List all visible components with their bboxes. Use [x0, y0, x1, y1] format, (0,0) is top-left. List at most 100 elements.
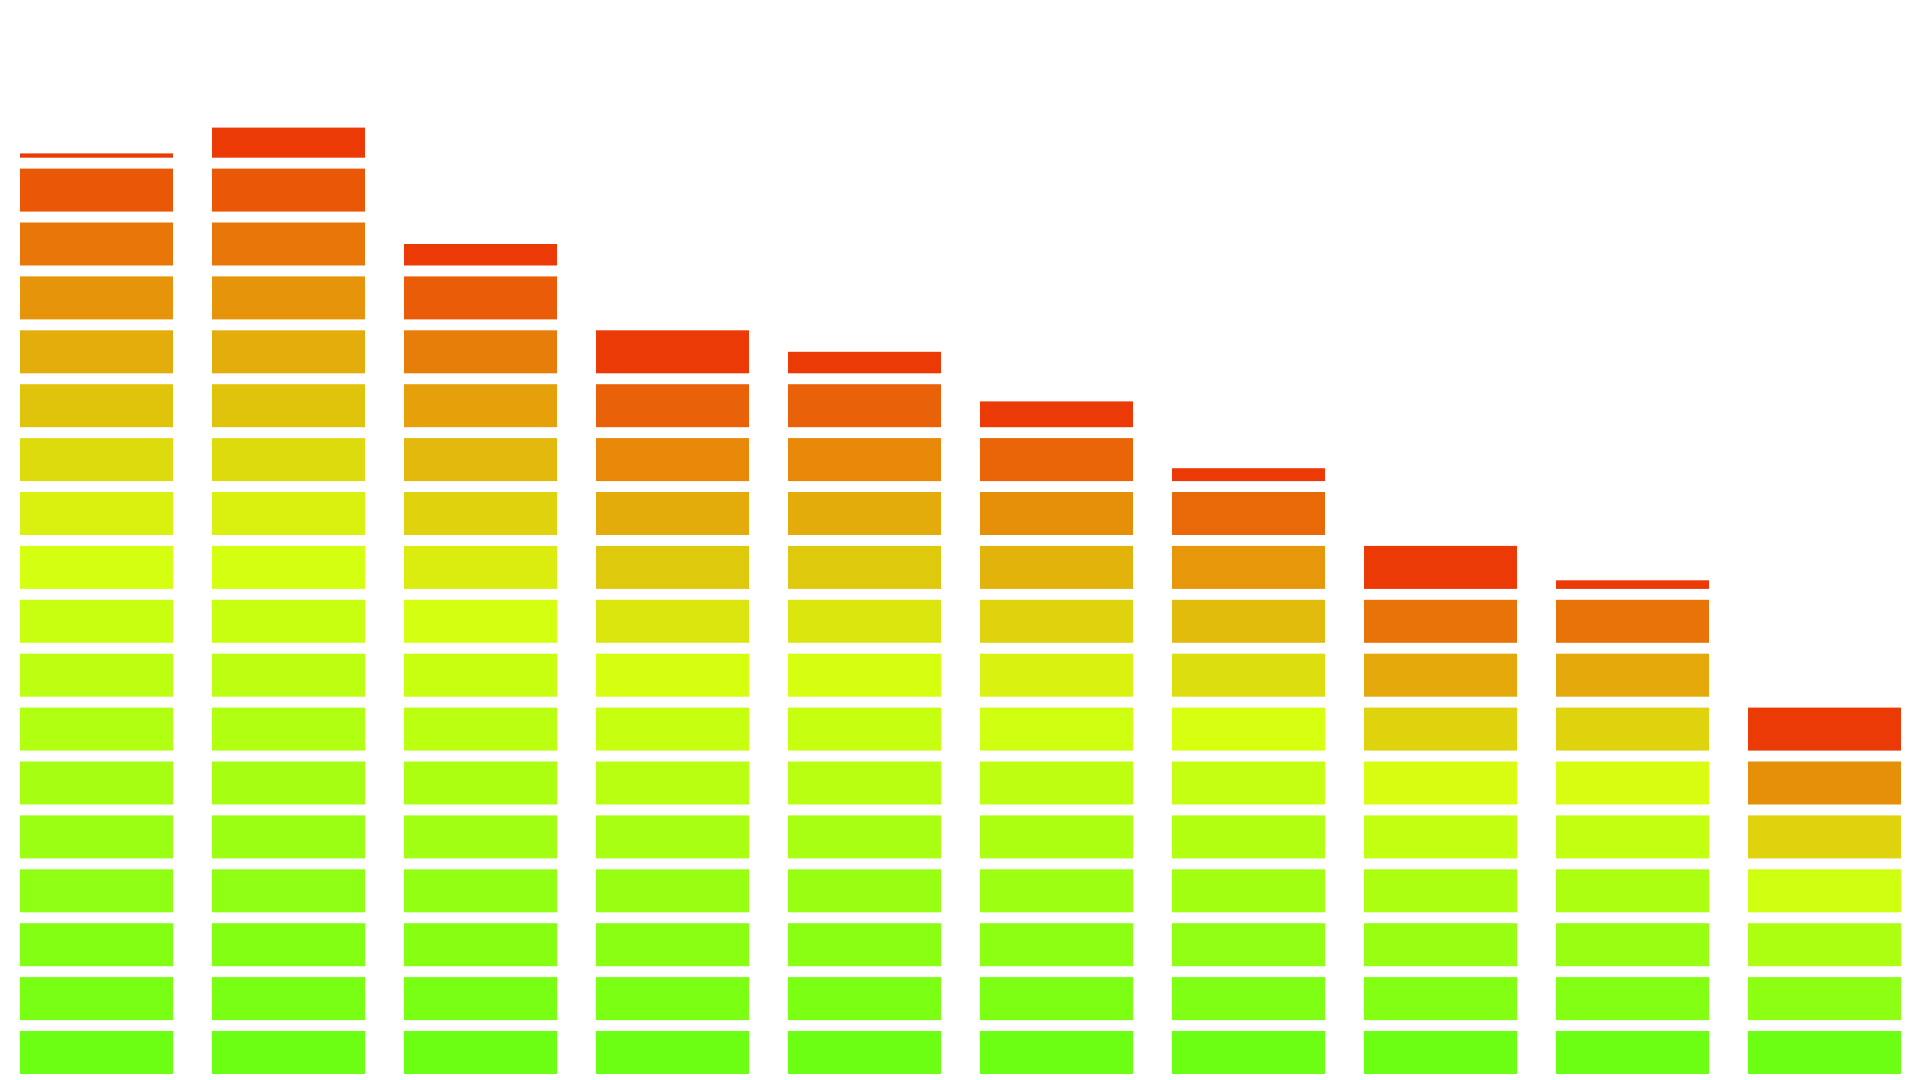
bar-segment [1748, 1031, 1901, 1074]
bar-segment [788, 653, 941, 697]
bar-segment [20, 869, 173, 913]
bar-segment [1172, 468, 1325, 482]
bar-segment [404, 761, 557, 805]
bar-segment [20, 168, 173, 212]
bar-segment [1172, 707, 1325, 751]
bar-segment [212, 977, 365, 1021]
bar-segment [212, 384, 365, 428]
bar-segment [1556, 761, 1709, 805]
bar-segment [404, 545, 557, 589]
bar-segment [788, 351, 941, 374]
bar-segment [20, 276, 173, 320]
bar-segment [212, 222, 365, 266]
bar-segment [980, 599, 1133, 643]
bar-segment [1748, 869, 1901, 913]
bar-segment [404, 276, 557, 320]
bar-segment [788, 1031, 941, 1074]
bar-segment [1172, 977, 1325, 1021]
bar-segment [20, 707, 173, 751]
bar-segment [212, 599, 365, 643]
bar-segment [1556, 580, 1709, 589]
bar-segment [212, 869, 365, 913]
bar-segment [212, 127, 365, 158]
bar-segment [20, 653, 173, 697]
bar-segment [1364, 599, 1517, 643]
bar-segment [20, 545, 173, 589]
bar-segment [788, 599, 941, 643]
bar-segment [212, 653, 365, 697]
bar-segment [980, 923, 1133, 967]
bar-segment [1172, 1031, 1325, 1074]
bar-segment [1748, 815, 1901, 859]
bar-segment [1556, 653, 1709, 697]
bar-segment [788, 977, 941, 1021]
bar-segment [212, 168, 365, 212]
bar-segment [1556, 707, 1709, 751]
bar-segment [20, 384, 173, 428]
bar-segment [1364, 923, 1517, 967]
bar [404, 244, 557, 1074]
bar-segment [596, 438, 749, 482]
bar-segment [596, 707, 749, 751]
bar-segment [404, 815, 557, 859]
bar-segment [1556, 1031, 1709, 1074]
bar-segment [596, 977, 749, 1021]
bar-segment [212, 438, 365, 482]
bar-segment [1556, 923, 1709, 967]
bar-segment [1172, 545, 1325, 589]
bar-segment [980, 869, 1133, 913]
bar-segment [404, 492, 557, 535]
bar-segment [788, 707, 941, 751]
bar-segment [212, 545, 365, 589]
bar-segment [1748, 761, 1901, 805]
bar-segment [596, 923, 749, 967]
bar-segment [404, 977, 557, 1021]
bar-segment [1172, 492, 1325, 535]
bar-segment [1364, 545, 1517, 589]
bar-segment [1172, 653, 1325, 697]
bar-segment [1364, 653, 1517, 697]
bar-segment [20, 330, 173, 374]
bar [980, 401, 1133, 1074]
bar-segment [404, 869, 557, 913]
bar-segment [1556, 869, 1709, 913]
bar-segment [212, 707, 365, 751]
bar-segment [212, 923, 365, 967]
bar-segment [212, 761, 365, 805]
bar-segment [980, 401, 1133, 428]
bar-segment [404, 923, 557, 967]
bar-segment [596, 599, 749, 643]
bar [20, 153, 173, 1074]
bar-segment [596, 653, 749, 697]
bar-segment [788, 923, 941, 967]
bar [212, 127, 365, 1074]
bar-segment [1172, 815, 1325, 859]
bar [1172, 468, 1325, 1074]
bar-segment [404, 438, 557, 482]
bar-segment [20, 438, 173, 482]
bar-segment [596, 545, 749, 589]
bar-segment [212, 1031, 365, 1074]
bar-segment [20, 977, 173, 1021]
bar-segment [596, 761, 749, 805]
bar-segment [20, 599, 173, 643]
bar-segment [1364, 869, 1517, 913]
bar-segment [20, 923, 173, 967]
bar-segment [1556, 977, 1709, 1021]
bar-segment [404, 599, 557, 643]
bar-segment [1364, 1031, 1517, 1074]
bar-segment [1748, 977, 1901, 1021]
bar-segment [404, 653, 557, 697]
bar-segment [404, 707, 557, 751]
bar-segment [980, 653, 1133, 697]
bar-segment [980, 438, 1133, 482]
bar-segment [1748, 923, 1901, 967]
bar-segment [788, 492, 941, 535]
bar-segment [212, 815, 365, 859]
bar [788, 351, 941, 1074]
bar-segment [1364, 761, 1517, 805]
bar-segment [788, 869, 941, 913]
bar-segment [788, 815, 941, 859]
